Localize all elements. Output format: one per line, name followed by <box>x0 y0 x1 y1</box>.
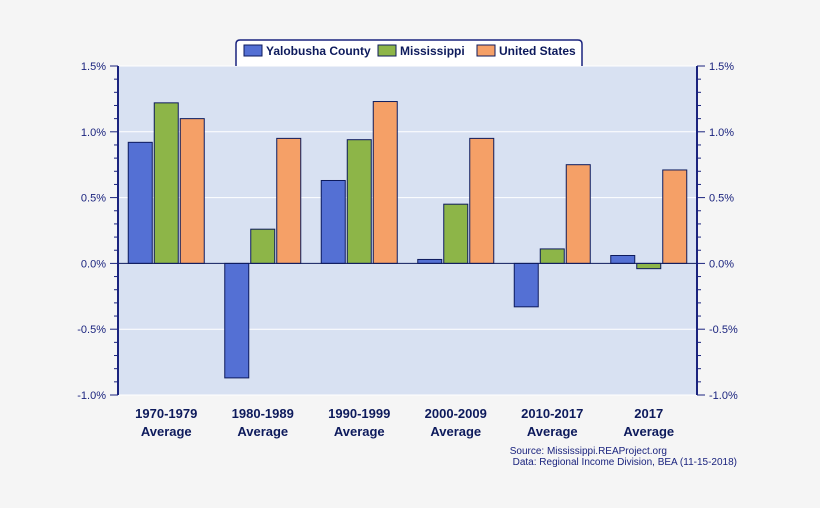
y-tick-label-right: 0.5% <box>709 193 734 205</box>
bars <box>127 101 688 379</box>
bar-yalobusha-county-6 <box>610 255 636 264</box>
bar-united-states-1 <box>179 118 205 264</box>
y-tick-label-left: -1.0% <box>77 390 106 402</box>
y-tick-label-right: 1.0% <box>709 127 734 139</box>
bar-yalobusha-county-3 <box>320 179 346 264</box>
category-labels: 1970-1979 Average 1980-1989 Average 1990-199… <box>135 406 674 439</box>
bar-mississippi-5 <box>539 248 565 264</box>
bar-united-states-2 <box>276 137 302 264</box>
y-tick-label-left: 1.5% <box>81 61 106 73</box>
legend-label: Mississippi <box>400 44 465 58</box>
y-tick-label-left: -0.5% <box>77 324 106 336</box>
y-tick-label-left: 0.5% <box>81 193 106 205</box>
legend-swatch <box>377 44 397 57</box>
x-category-label: 1990-1999 Average <box>328 406 390 439</box>
bar-yalobusha-county-2 <box>224 262 250 379</box>
bar-mississippi-1 <box>153 102 179 264</box>
x-category-label: 1980-1989 Average <box>232 406 294 439</box>
bar-mississippi-3 <box>346 139 372 264</box>
bar-mississippi-4 <box>443 203 469 264</box>
legend-label: Yalobusha County <box>266 44 371 58</box>
legend-swatch <box>243 44 263 57</box>
plot-area <box>118 66 697 395</box>
y-tick-label-right: -1.0% <box>709 390 738 402</box>
legend-label: United States <box>499 44 576 58</box>
x-category-label: 2000-2009 Average <box>425 406 487 439</box>
legend: Yalobusha County Mississippi United States <box>235 39 583 66</box>
y-tick-label-left: 1.0% <box>81 127 106 139</box>
grid-lines <box>118 65 697 396</box>
bar-mississippi-2 <box>250 228 276 264</box>
y-tick-label-right: 0.0% <box>709 258 734 270</box>
x-category-label: 1970-1979 Average <box>135 406 197 439</box>
axis-ticks: 1.5% 1.5% 1.0% 1.0% 0.5% 0.5% 0.0% 0.0% -0.5% -0.… <box>77 61 738 402</box>
x-category-label: 2010-2017 Average <box>521 406 583 439</box>
bar-united-states-3 <box>372 101 398 264</box>
y-tick-label-right: -0.5% <box>709 324 738 336</box>
legend-swatch <box>476 44 496 57</box>
source-text: Source: Mississippi.REAProject.org <box>510 446 667 457</box>
bar-mississippi-6 <box>636 262 662 270</box>
bar-united-states-6 <box>662 169 688 264</box>
y-tick-label-right: 1.5% <box>709 61 734 73</box>
bar-yalobusha-county-5 <box>513 262 539 308</box>
bar-yalobusha-county-4 <box>417 258 443 264</box>
data-credit-text: Data: Regional Income Division, BEA (11-… <box>513 457 737 468</box>
x-category-label: 2017 Average <box>623 406 674 439</box>
bar-united-states-4 <box>469 137 495 264</box>
bar-united-states-5 <box>565 164 591 264</box>
y-tick-label-left: 0.0% <box>81 258 106 270</box>
bar-yalobusha-county-1 <box>127 141 153 264</box>
